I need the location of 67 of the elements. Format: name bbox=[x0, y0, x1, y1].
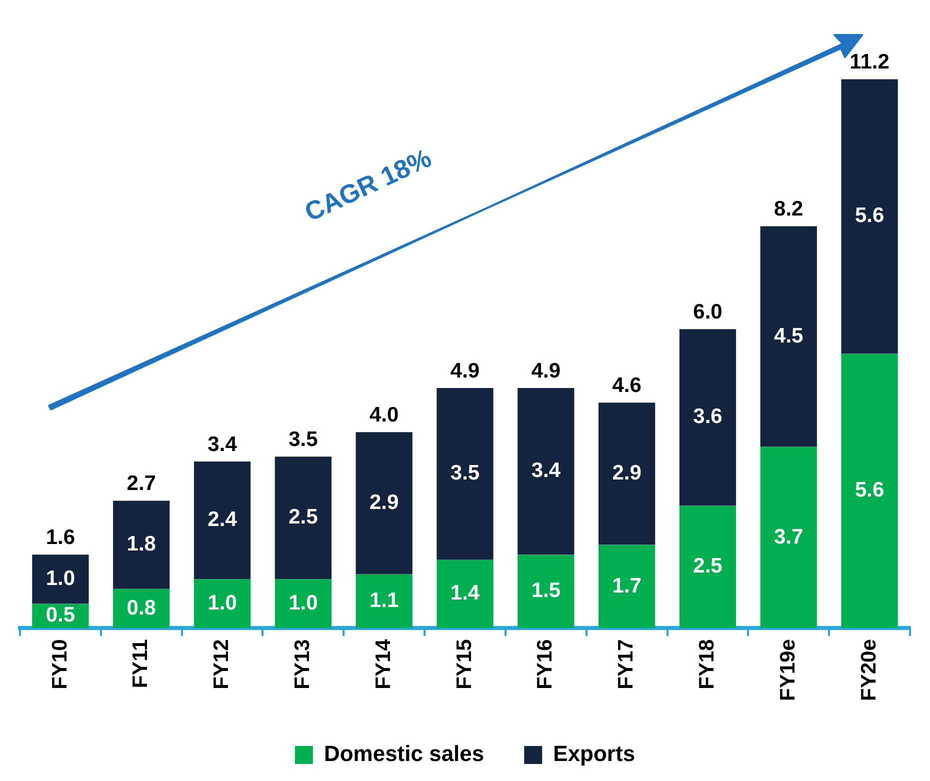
bar bbox=[841, 354, 898, 628]
x-tick-label: FY18 bbox=[696, 638, 719, 690]
x-tick-label: FY20e bbox=[857, 639, 880, 702]
bar bbox=[194, 579, 251, 628]
data-label: 1.1 bbox=[369, 588, 400, 612]
total-label: 4.9 bbox=[531, 359, 561, 382]
data-label: 2.4 bbox=[208, 508, 238, 532]
bar bbox=[679, 329, 736, 506]
bar bbox=[274, 579, 332, 628]
bar bbox=[113, 500, 170, 589]
bar bbox=[518, 554, 574, 628]
x-tick-label: FY10 bbox=[48, 639, 72, 690]
total-label: 4.0 bbox=[369, 403, 399, 426]
data-label: 4.5 bbox=[774, 324, 804, 348]
total-label: 4.6 bbox=[612, 374, 642, 397]
x-tick-label: FY15 bbox=[452, 638, 476, 690]
data-label: 1.8 bbox=[126, 532, 156, 556]
x-tick-label: FY14 bbox=[372, 638, 395, 690]
bar bbox=[679, 506, 736, 628]
total-label: 3.5 bbox=[288, 428, 318, 451]
x-tick-label: FY12 bbox=[210, 639, 234, 690]
data-label: 1.7 bbox=[612, 574, 642, 598]
total-label: 3.4 bbox=[208, 432, 238, 456]
total-label: 2.7 bbox=[126, 472, 156, 495]
bar bbox=[436, 560, 494, 628]
bar bbox=[32, 554, 89, 604]
bar bbox=[841, 79, 898, 354]
total-label: 8.2 bbox=[774, 198, 804, 221]
bar bbox=[598, 402, 656, 545]
bar bbox=[356, 574, 412, 628]
bar bbox=[436, 388, 494, 560]
data-label: 5.6 bbox=[854, 478, 884, 502]
data-label: 0.5 bbox=[46, 604, 76, 627]
data-label: 2.5 bbox=[693, 554, 723, 578]
data-label: 1.5 bbox=[531, 579, 561, 602]
legend-label: Domestic sales bbox=[324, 741, 484, 766]
bar bbox=[194, 461, 251, 580]
data-label: 2.5 bbox=[288, 506, 318, 529]
x-tick-label: FY19e bbox=[776, 639, 800, 702]
total-label: 4.9 bbox=[450, 359, 480, 382]
data-label: 3.7 bbox=[774, 525, 804, 548]
data-label: 2.9 bbox=[369, 490, 399, 514]
data-label: 1.0 bbox=[288, 591, 318, 614]
bar bbox=[760, 446, 817, 628]
data-label: 1.4 bbox=[450, 582, 480, 605]
x-tick-label: FY17 bbox=[614, 639, 638, 690]
bar bbox=[356, 432, 412, 574]
data-label: 0.8 bbox=[126, 596, 156, 620]
bar bbox=[274, 456, 332, 580]
annotation: CAGR 18% bbox=[300, 142, 436, 228]
total-label: 6.0 bbox=[693, 300, 722, 324]
legend-label: Exports bbox=[553, 741, 636, 766]
data-label: 1.0 bbox=[46, 566, 76, 590]
total-label: 11.2 bbox=[850, 50, 890, 74]
x-tick-label: FY11 bbox=[129, 638, 152, 688]
x-tick-label: FY13 bbox=[290, 639, 314, 690]
data-label: 3.6 bbox=[693, 405, 722, 428]
bar bbox=[518, 388, 574, 555]
data-label: 3.5 bbox=[450, 462, 480, 485]
bar bbox=[760, 226, 817, 447]
data-label: 5.6 bbox=[854, 204, 884, 228]
bar bbox=[598, 544, 656, 628]
data-label: 1.0 bbox=[208, 591, 237, 614]
x-tick-label: FY16 bbox=[534, 639, 557, 690]
data-label: 3.4 bbox=[531, 459, 561, 482]
total-label: 1.6 bbox=[46, 526, 76, 549]
data-label: 2.9 bbox=[612, 462, 642, 485]
